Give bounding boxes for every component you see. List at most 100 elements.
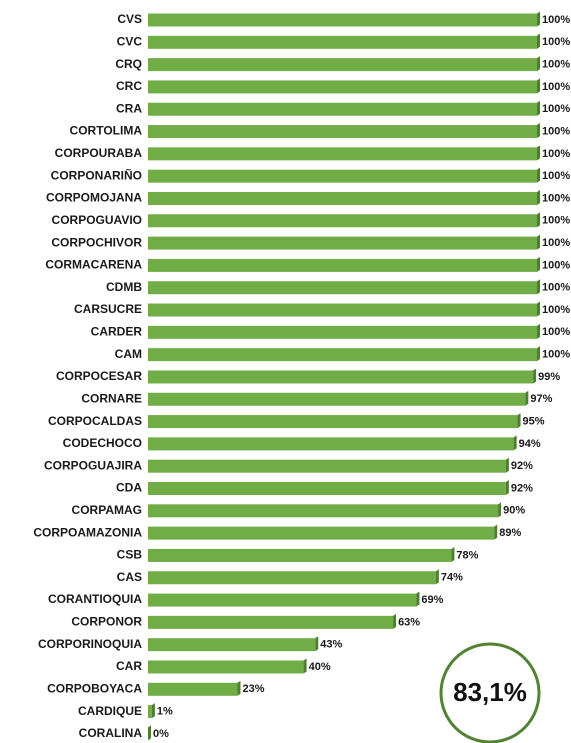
bars: CVS 100% CVC 100% CRQ 100% CRC 100% CRA 100% CORTO… [33,11,570,741]
bar-edge [435,569,439,585]
category-label: CORPOGUAVIO [52,213,142,227]
category-label: CARDER [91,325,143,339]
bar-edge [537,212,540,228]
bar-edge [498,502,502,518]
bar-edge [494,524,498,540]
value-label: 100% [542,170,570,182]
bar-edge [537,33,540,49]
category-label: CRA [116,101,142,115]
bar [148,102,537,116]
bar-edge [533,368,537,384]
bar-edge [416,591,420,607]
category-label: CODECHOCO [63,436,142,450]
bar-edge [537,189,540,205]
bar [148,482,506,496]
category-label: CAR [116,659,142,673]
bar [148,638,316,652]
bar-edge [505,457,509,473]
value-label: 100% [542,304,570,316]
bar [148,258,537,272]
value-label: 100% [542,81,570,93]
bar-edge [537,346,540,362]
category-label: CAS [117,570,142,584]
bar [148,325,537,339]
category-label: CARDIQUE [78,704,142,718]
bar [148,459,506,473]
category-label: CSB [117,548,143,562]
value-label: 0% [153,728,169,740]
bar [148,682,238,696]
bar [148,214,537,228]
value-label: 99% [538,371,560,383]
category-label: CORPOMOJANA [46,191,142,205]
value-label: 100% [542,259,570,271]
category-label: CORPOURABA [55,146,143,160]
bar [148,147,537,161]
bar [148,526,495,540]
value-label: 23% [242,683,264,695]
value-label: 100% [542,326,570,338]
value-label: 92% [511,460,533,472]
value-label: 100% [542,103,570,115]
category-label: CORPOCHIVOR [51,235,142,249]
category-label: CORPAMAG [72,503,142,517]
category-label: CORPONOR [71,615,142,629]
bar-edge [537,123,540,139]
value-label: 94% [519,438,541,450]
value-label: 78% [456,549,478,561]
bar-edge [537,56,540,72]
bar [148,593,417,607]
value-label: 100% [542,14,570,26]
bar-edge [151,703,155,719]
value-label: 100% [542,282,570,294]
value-label: 40% [309,661,331,673]
category-label: CARSUCRE [74,302,142,316]
category-label: CAM [115,347,142,361]
bar-edge [505,480,509,496]
category-label: CORPORINOQUIA [38,637,142,651]
category-label: CORPONARIÑO [51,167,142,182]
category-label: CORALINA [79,726,143,740]
annotation: 83,1% [453,677,527,707]
bar-edge [517,413,521,429]
category-label: CORPOCESAR [56,369,142,383]
value-label: 74% [441,572,463,584]
bar-edge [537,11,540,27]
bar-edge [537,145,540,161]
value-label: 100% [542,237,570,249]
bar-edge [537,323,540,339]
bar-edge [537,301,540,317]
bar-edge [537,256,540,272]
bar [148,392,526,406]
value-label: 100% [542,59,570,71]
bar-edge [451,546,455,562]
bar-edge [537,167,540,183]
category-label: CRQ [115,57,142,71]
value-label: 1% [157,706,173,718]
bar [148,80,537,94]
category-label: CVS [117,12,142,26]
value-label: 95% [523,415,545,427]
value-label: 100% [542,125,570,137]
bar [148,125,537,139]
bar [148,236,537,250]
bar [148,437,514,451]
bar-edge [537,78,540,94]
value-label: 90% [503,505,525,517]
category-label: CVC [117,34,143,48]
value-label: 100% [542,148,570,160]
category-label: CDA [116,481,142,495]
category-label: CORNARE [81,391,142,405]
bar-edge [537,279,540,295]
bar-edge [525,390,529,406]
category-label: CORPOAMAZONIA [33,525,142,539]
bar [148,58,537,72]
bar-edge [303,658,307,674]
bar [148,571,436,585]
value-label: 100% [542,215,570,227]
bar [148,370,534,384]
value-label: 89% [499,527,521,539]
bar [148,281,537,295]
value-label: 69% [421,594,443,606]
